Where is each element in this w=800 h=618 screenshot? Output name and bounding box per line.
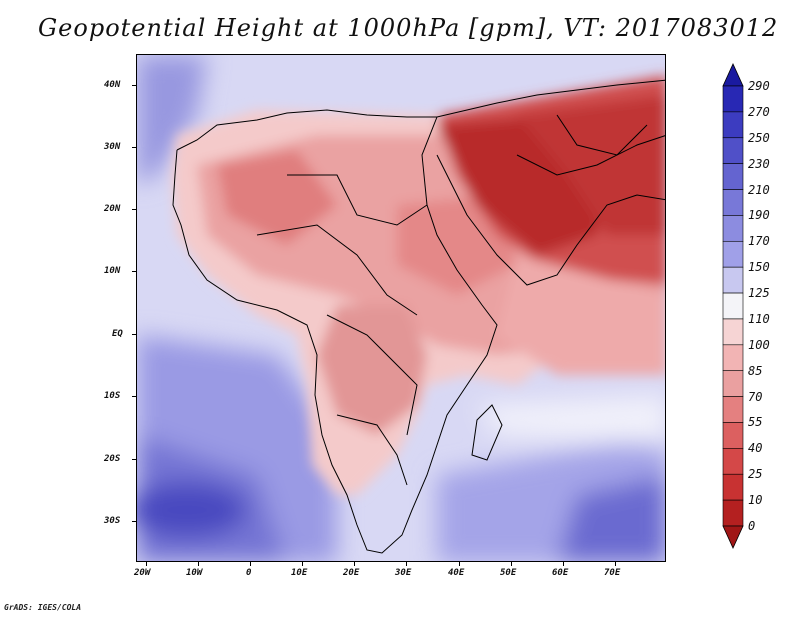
colorbar-bin xyxy=(722,85,744,113)
lon-label-40e: 40E xyxy=(448,568,465,578)
warm-field xyxy=(172,75,665,495)
lat-label-30n: 30N xyxy=(104,142,121,152)
colorbar-level-label: 150 xyxy=(748,260,770,275)
lon-label-10w: 10W xyxy=(186,568,203,578)
colorbar-bin xyxy=(722,215,744,242)
lat-label-10s: 10S xyxy=(104,391,121,401)
grads-credit: GrADS: IGES/COLA xyxy=(4,603,82,612)
colorbar-level-label: 0 xyxy=(748,519,756,533)
colorbar-bin xyxy=(722,370,744,397)
lon-label-10e: 10E xyxy=(291,568,308,578)
colorbar-bin xyxy=(722,240,744,268)
geopotential-map xyxy=(137,55,665,561)
colorbar-level-label: 110 xyxy=(748,311,770,326)
colorbar-level-label: 290 xyxy=(748,79,770,93)
colorbar-bin xyxy=(722,448,744,475)
colorbar-level-label: 25 xyxy=(748,467,763,482)
colorbar-bin xyxy=(722,396,744,423)
lat-label-30s: 30S xyxy=(104,516,121,526)
lat-label-40n: 40N xyxy=(104,80,121,90)
colorbar-level-label: 210 xyxy=(748,182,770,197)
colorbar-level-label: 170 xyxy=(748,234,770,249)
lon-label-70e: 70E xyxy=(604,568,621,578)
colorbar-bin xyxy=(722,499,744,527)
colorbar-level-label: 10 xyxy=(748,493,763,508)
colorbar-bin xyxy=(722,137,744,164)
lon-label-60e: 60E xyxy=(552,568,569,578)
coastlines xyxy=(172,79,665,554)
lon-label-20e: 20E xyxy=(343,568,360,578)
colorbar-level-label: 250 xyxy=(748,130,770,145)
colorbar-level-label: 125 xyxy=(748,286,770,301)
lon-label-30e: 30E xyxy=(395,568,412,578)
map-panel xyxy=(136,54,666,562)
colorbar-bin xyxy=(722,189,744,216)
colorbar-bin xyxy=(722,111,744,139)
colorbar-level-label: 230 xyxy=(748,156,770,171)
colorbar-level-label: 270 xyxy=(748,104,770,119)
lat-label-20n: 20N xyxy=(104,204,121,214)
lon-label-20w: 20W xyxy=(134,568,151,578)
colorbar-bottom-arrow xyxy=(722,525,744,549)
colorbar-bin xyxy=(722,473,744,501)
colorbar-bin xyxy=(722,422,744,449)
colorbar-level-label: 190 xyxy=(748,208,770,223)
colorbar-bin xyxy=(722,318,744,346)
colorbar-bin xyxy=(722,292,744,320)
colorbar-top-arrow xyxy=(722,63,744,87)
colorbar-level-label: 70 xyxy=(748,389,763,404)
colorbar-bin xyxy=(722,344,744,372)
ocean-field xyxy=(137,55,665,561)
colorbar-bin xyxy=(722,266,744,294)
colorbar xyxy=(722,63,744,549)
map-title: Geopotential Height at 1000hPa [gpm], VT… xyxy=(38,14,779,42)
lat-label-20s: 20S xyxy=(104,454,121,464)
lon-label-50e: 50E xyxy=(500,568,517,578)
colorbar-level-label: 85 xyxy=(748,363,763,378)
lat-label-10n: 10N xyxy=(104,266,121,276)
lon-label-0: 0 xyxy=(246,568,252,578)
colorbar-bin xyxy=(722,163,744,190)
colorbar-level-label: 55 xyxy=(748,415,763,430)
colorbar-level-label: 100 xyxy=(748,337,770,352)
lat-label-eq: EQ xyxy=(112,329,123,339)
colorbar-level-label: 40 xyxy=(748,441,763,456)
